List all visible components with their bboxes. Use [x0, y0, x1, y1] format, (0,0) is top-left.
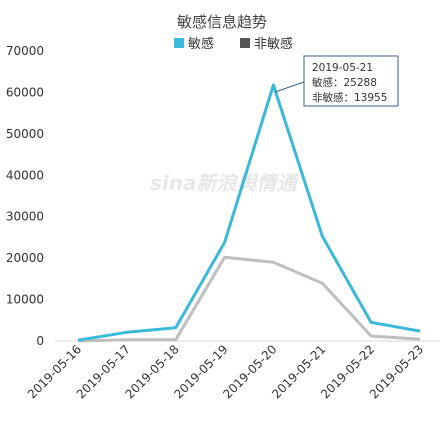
y-tick-label: 20000: [6, 251, 44, 265]
legend: 敏感 非敏感: [174, 36, 293, 52]
legend-label-sensitive: 敏感: [188, 36, 214, 52]
legend-swatch-nonsensitive: [240, 38, 250, 48]
tooltip: 2019-05-21 敏感：25288 非敏感：13955: [274, 55, 399, 107]
series-line-nonsensitive: [77, 255, 421, 343]
series-line-sensitive: [77, 83, 421, 342]
y-tick-label: 70000: [6, 44, 44, 58]
tooltip-sensitive: 敏感：25288: [312, 76, 377, 89]
y-tick-label: 0: [36, 334, 44, 348]
tooltip-nonsensitive: 非敏感：13955: [312, 91, 387, 104]
y-tick-label: 50000: [6, 127, 44, 141]
tooltip-date: 2019-05-21: [312, 62, 373, 74]
y-axis-ticks: 0 10000 20000 30000 40000 50000 60000 70000: [6, 44, 44, 348]
chart-title: 敏感信息趋势: [177, 13, 267, 31]
legend-item-nonsensitive[interactable]: 非敏感: [240, 36, 293, 52]
x-axis-ticks: 2019-05-162019-05-172019-05-182019-05-19…: [25, 342, 426, 401]
watermark: sina新浪舆情通: [150, 171, 299, 195]
y-tick-label: 40000: [6, 168, 44, 182]
y-tick-label: 30000: [6, 210, 44, 224]
legend-swatch-sensitive: [174, 38, 184, 48]
y-tick-label: 10000: [6, 293, 44, 307]
tooltip-pointer: [274, 81, 305, 93]
tooltip-box: [303, 55, 399, 107]
y-tick-label: 60000: [6, 85, 44, 99]
watermark-logo: sina新浪舆情通: [150, 171, 299, 195]
series-layer: [77, 83, 421, 343]
legend-label-nonsensitive: 非敏感: [254, 36, 293, 52]
legend-item-sensitive[interactable]: 敏感: [174, 36, 214, 52]
